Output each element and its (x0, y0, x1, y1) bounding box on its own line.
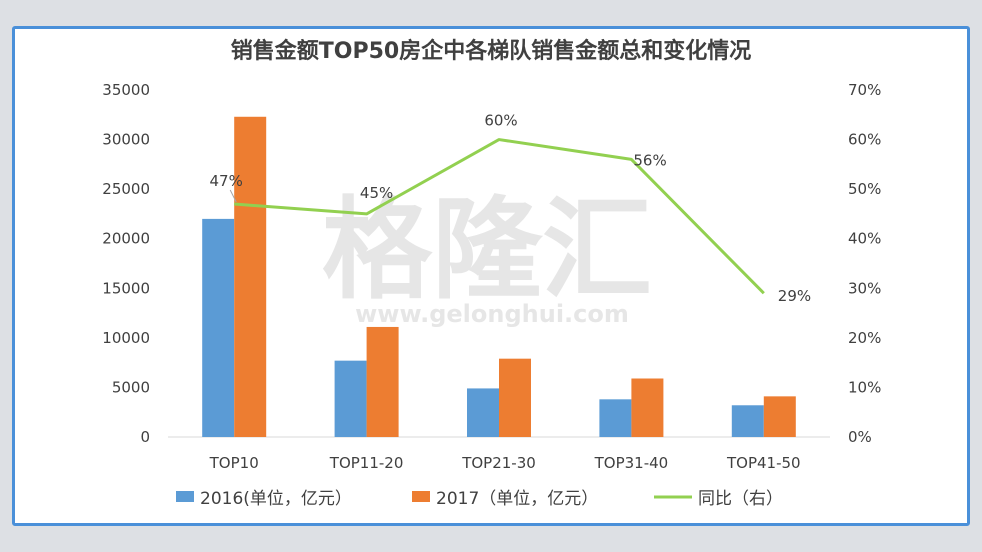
axes: 0 5000 10000 15000 20000 25000 30000 35000 0% 10%… (102, 81, 881, 472)
legend-label: 同比（右） (698, 489, 783, 509)
yoy-data-label: 29% (778, 287, 811, 305)
chart-title: 销售金额TOP50房企中各梯队销售金额总和变化情况 (231, 38, 751, 64)
bar-2017 (234, 116, 267, 438)
y-left-tick-label: 20000 (102, 230, 150, 248)
bar-2016 (731, 405, 764, 437)
y-left-tick-label: 30000 (102, 131, 150, 149)
y-left-tick-label: 5000 (112, 378, 150, 396)
x-category-label: TOP10 (209, 454, 259, 472)
y-right-tick-label: 50% (848, 180, 881, 198)
legend-swatch (412, 491, 430, 502)
yoy-data-label: 56% (633, 151, 666, 169)
bar-2016 (334, 360, 367, 437)
y-right-tick-label: 70% (848, 81, 881, 99)
yoy-data-label: 47% (210, 172, 243, 190)
yoy-data-label: 60% (484, 112, 517, 130)
watermark-brand: 格隆汇 (322, 186, 652, 314)
x-category-label: TOP41-50 (726, 454, 801, 472)
bar-2017 (631, 378, 664, 437)
y-left-tick-label: 10000 (102, 329, 150, 347)
line-series: 47% 45% 60% 56% 29% (210, 112, 812, 306)
watermark: 格隆汇 www.gelonghui.com (322, 186, 652, 328)
x-category-label: TOP11-20 (329, 454, 404, 472)
legend: 2016(单位，亿元） 2017（单位，亿元） 同比（右） (176, 489, 783, 509)
watermark-url: www.gelonghui.com (355, 300, 629, 328)
bar-2016 (202, 218, 235, 437)
bar-2017 (366, 326, 399, 437)
yoy-data-label: 45% (360, 184, 393, 202)
legend-swatch (176, 491, 194, 502)
y-right-tick-label: 60% (848, 131, 881, 149)
y-right-tick-label: 30% (848, 279, 881, 297)
bars (202, 116, 796, 438)
bar-2016 (467, 388, 499, 437)
label-leader-line (229, 189, 237, 203)
bar-2017 (763, 396, 796, 437)
y-right-tick-label: 40% (848, 230, 881, 248)
legend-label: 2017（单位，亿元） (436, 489, 598, 509)
y-left-tick-label: 25000 (102, 180, 150, 198)
y-right-tick-label: 20% (848, 329, 881, 347)
bar-2016 (599, 399, 632, 437)
yoy-line (234, 138, 765, 295)
x-category-label: TOP21-30 (461, 454, 536, 472)
bar-2017 (499, 358, 531, 437)
y-right-tick-label: 10% (848, 378, 881, 396)
y-right-tick-label: 0% (848, 428, 872, 446)
chart-card (12, 26, 970, 526)
y-left-tick-label: 0 (140, 428, 150, 446)
x-category-label: TOP31-40 (594, 454, 669, 472)
legend-label: 2016(单位，亿元） (200, 489, 352, 509)
y-left-tick-label: 35000 (102, 81, 150, 99)
y-left-tick-label: 15000 (102, 279, 150, 297)
